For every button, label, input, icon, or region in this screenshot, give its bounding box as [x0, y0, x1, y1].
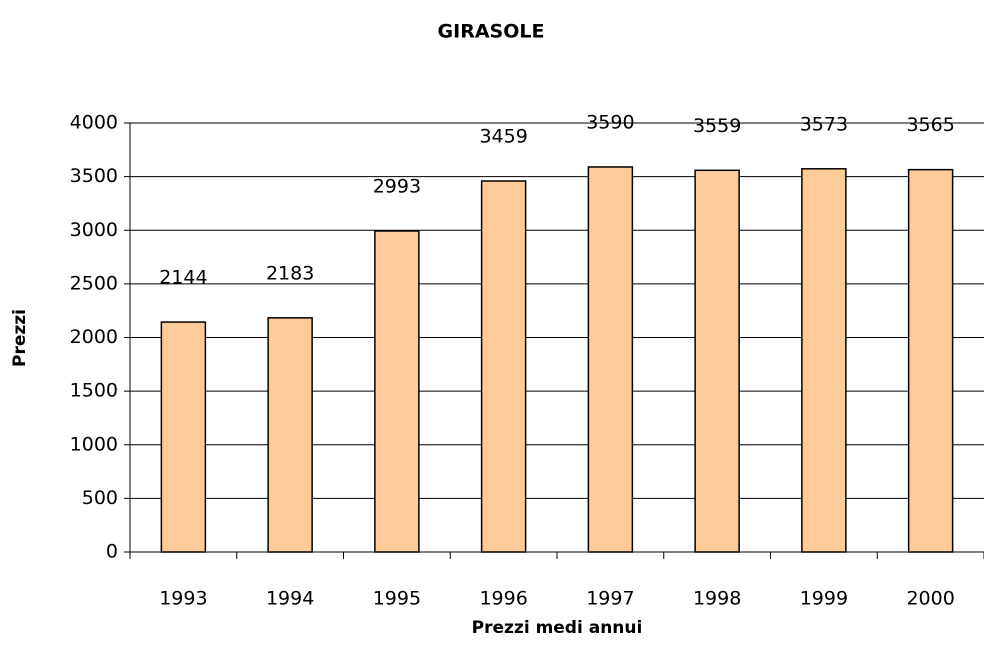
bar	[907, 168, 954, 553]
y-tick-label: 3000	[70, 219, 118, 241]
x-tick-label: 1997	[586, 588, 634, 610]
data-label: 3559	[693, 115, 741, 137]
bar	[267, 317, 313, 553]
bar	[374, 230, 420, 553]
y-tick-label: 3500	[70, 165, 118, 187]
y-tick-label: 2500	[70, 272, 118, 294]
x-tick-label: 1993	[159, 588, 207, 610]
x-tick-label: 1995	[373, 588, 421, 610]
x-tick-label: 1998	[693, 588, 741, 610]
x-tick-label: 2000	[906, 588, 954, 610]
data-label: 2993	[373, 176, 421, 198]
bar	[160, 321, 207, 553]
bar	[587, 166, 634, 553]
y-tick-label: 1500	[70, 380, 118, 402]
y-axis-label: Prezzi	[10, 309, 30, 367]
data-label: 3573	[800, 113, 848, 135]
data-label: 3459	[479, 126, 527, 148]
y-tick-label: 1000	[70, 433, 118, 455]
x-tick-label: 1999	[800, 588, 848, 610]
y-tick-label: 2000	[70, 326, 118, 348]
data-label: 2183	[266, 262, 314, 284]
x-axis-label: Prezzi medi annui	[472, 618, 643, 638]
x-tick-label: 1994	[266, 588, 314, 610]
bar	[801, 168, 847, 553]
data-label: 3565	[906, 114, 954, 136]
chart-title: GIRASOLE	[438, 21, 545, 43]
x-tick-label: 1996	[479, 588, 527, 610]
y-tick-label: 4000	[70, 112, 118, 134]
y-tick-label: 500	[82, 487, 118, 509]
bar	[694, 169, 740, 553]
bar	[480, 180, 527, 553]
data-label: 3590	[586, 111, 634, 133]
data-label: 2144	[159, 267, 207, 289]
y-tick-label: 0	[106, 541, 118, 563]
